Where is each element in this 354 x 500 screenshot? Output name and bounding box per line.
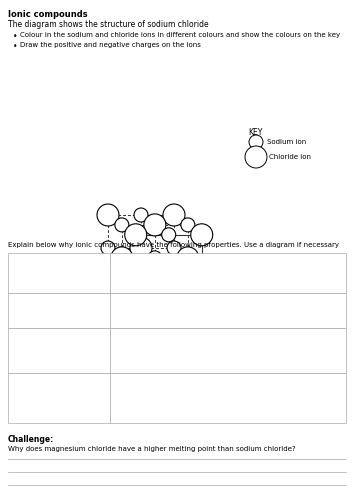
Bar (8, 328, 110, 373)
Circle shape (191, 290, 213, 312)
Circle shape (115, 284, 129, 298)
Text: Sodium ion: Sodium ion (267, 139, 306, 145)
Text: Challenge:: Challenge: (8, 435, 54, 444)
Circle shape (125, 290, 147, 312)
Text: Why does magnesium chloride have a higher melting point than sodium chloride?: Why does magnesium chloride have a highe… (8, 446, 296, 452)
Circle shape (163, 270, 185, 292)
Text: They do not
conduct electricity
as a solid.: They do not conduct electricity as a sol… (12, 333, 77, 355)
Text: •: • (13, 42, 17, 51)
Text: KEY: KEY (248, 128, 262, 137)
Text: They have a high
melting point: They have a high melting point (12, 258, 73, 272)
Circle shape (134, 208, 148, 222)
Circle shape (130, 237, 152, 259)
Circle shape (97, 270, 119, 292)
Bar (8, 373, 110, 423)
Circle shape (115, 218, 129, 232)
Circle shape (148, 251, 162, 265)
Bar (110, 373, 346, 423)
Circle shape (125, 224, 147, 246)
Text: Draw the positive and negative charges on the ions: Draw the positive and negative charges o… (20, 42, 201, 48)
Bar (110, 253, 346, 293)
Circle shape (144, 280, 166, 302)
Circle shape (181, 284, 195, 298)
Circle shape (162, 228, 176, 242)
Circle shape (245, 146, 267, 168)
Circle shape (195, 261, 209, 275)
Bar (110, 328, 346, 373)
Text: Chloride ion: Chloride ion (269, 154, 311, 160)
Bar (8, 293, 110, 328)
Text: •: • (13, 32, 17, 41)
Circle shape (181, 218, 195, 232)
Circle shape (134, 274, 148, 288)
Circle shape (167, 241, 181, 255)
Circle shape (191, 224, 213, 246)
Circle shape (249, 135, 263, 149)
Text: The diagram shows the structure of sodium chloride: The diagram shows the structure of sodiu… (8, 20, 209, 29)
Circle shape (129, 261, 143, 275)
Text: Ionic compounds: Ionic compounds (8, 10, 88, 19)
Circle shape (97, 204, 119, 226)
Circle shape (144, 214, 166, 236)
Text: They do conduct
electricity in
solution or when
melted: They do conduct electricity in solution … (12, 378, 70, 408)
Circle shape (111, 247, 133, 269)
Bar (8, 253, 110, 293)
Text: Colour in the sodium and chloride ions in different colours and show the colours: Colour in the sodium and chloride ions i… (20, 32, 340, 38)
Circle shape (162, 294, 176, 308)
Circle shape (177, 247, 199, 269)
Circle shape (158, 257, 180, 279)
Circle shape (163, 204, 185, 226)
Text: They are soluble in
water: They are soluble in water (12, 298, 79, 312)
Bar (110, 293, 346, 328)
Text: Explain below why ionic compounds have the following properties. Use a diagram i: Explain below why ionic compounds have t… (8, 242, 339, 248)
Circle shape (101, 241, 115, 255)
